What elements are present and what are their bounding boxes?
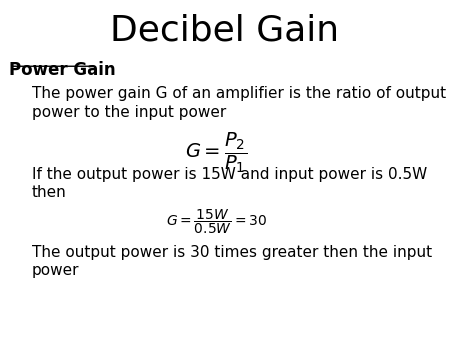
Text: power to the input power: power to the input power <box>32 105 226 120</box>
Text: then: then <box>32 185 66 200</box>
Text: Power Gain: Power Gain <box>9 61 116 79</box>
Text: $G = \dfrac{P_2}{P_1}$: $G = \dfrac{P_2}{P_1}$ <box>185 130 247 175</box>
Text: Decibel Gain: Decibel Gain <box>110 14 340 48</box>
Text: The power gain G of an amplifier is the ratio of output: The power gain G of an amplifier is the … <box>32 86 445 101</box>
Text: The output power is 30 times greater then the input: The output power is 30 times greater the… <box>32 245 432 260</box>
Text: If the output power is 15W and input power is 0.5W: If the output power is 15W and input pow… <box>32 167 427 182</box>
Text: power: power <box>32 263 79 278</box>
Text: $G = \dfrac{15W}{0.5W} = 30$: $G = \dfrac{15W}{0.5W} = 30$ <box>166 208 266 236</box>
